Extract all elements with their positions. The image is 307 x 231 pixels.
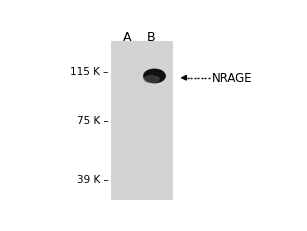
Ellipse shape [144,76,159,83]
Text: 75 K –: 75 K – [77,115,109,125]
Bar [111,42,173,200]
Text: 39 K –: 39 K – [77,174,109,184]
Text: 115 K –: 115 K – [70,66,109,76]
Text: B: B [147,31,156,44]
Text: NRAGE: NRAGE [212,72,253,85]
Ellipse shape [144,70,165,83]
Text: A: A [123,31,132,44]
